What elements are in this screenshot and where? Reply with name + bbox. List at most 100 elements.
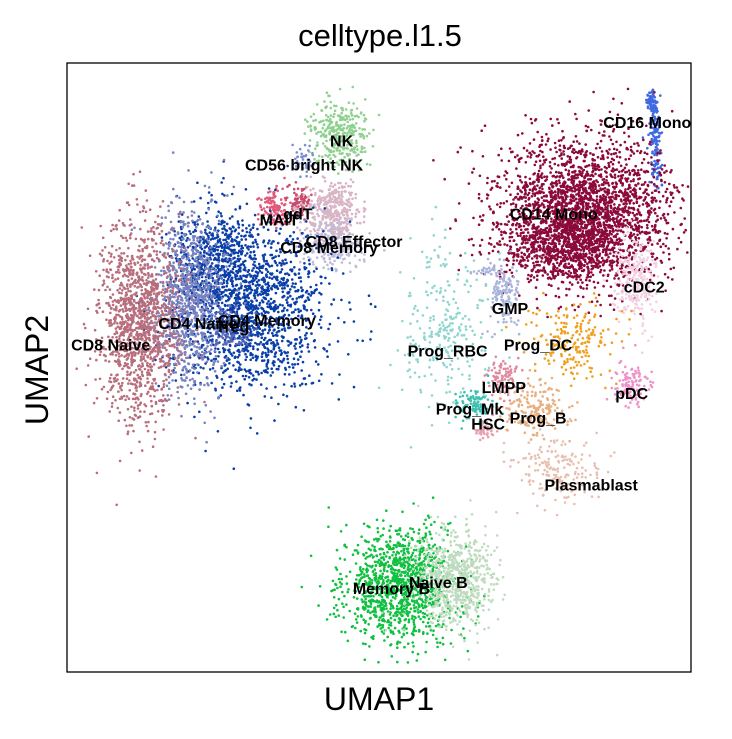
- data-point: [578, 243, 582, 246]
- data-point: [260, 198, 263, 201]
- data-point: [333, 232, 336, 235]
- data-point: [561, 228, 564, 232]
- data-point: [671, 196, 675, 200]
- data-point: [539, 247, 542, 250]
- data-point: [341, 258, 345, 261]
- data-point: [610, 225, 613, 229]
- data-point: [301, 166, 305, 170]
- data-point: [513, 321, 516, 324]
- data-point: [558, 242, 561, 246]
- data-point: [628, 298, 632, 302]
- data-point: [304, 153, 308, 157]
- data-point: [598, 146, 602, 150]
- data-point: [295, 198, 299, 201]
- data-point: [513, 155, 517, 159]
- data-point: [628, 211, 632, 214]
- data-point: [339, 128, 343, 131]
- data-point: [532, 248, 535, 252]
- data-point: [512, 259, 515, 262]
- data-point: [637, 169, 640, 172]
- data-point: [293, 206, 296, 209]
- data-point: [523, 246, 527, 249]
- data-point: [668, 182, 671, 186]
- data-point: [639, 151, 642, 155]
- data-point: [334, 137, 338, 141]
- data-point: [666, 212, 670, 216]
- data-point: [563, 255, 567, 259]
- data-point: [640, 183, 644, 187]
- data-point: [481, 268, 485, 271]
- data-point: [518, 157, 522, 160]
- data-point: [499, 264, 503, 268]
- data-point: [342, 141, 346, 144]
- data-point: [579, 274, 582, 277]
- data-point: [575, 275, 578, 279]
- data-point: [535, 256, 539, 260]
- data-point: [629, 154, 633, 157]
- data-point: [549, 192, 552, 195]
- data-point: [599, 303, 602, 307]
- data-point: [643, 329, 647, 333]
- data-point: [262, 207, 266, 210]
- data-point: [547, 137, 550, 140]
- data-point: [589, 275, 592, 279]
- data-point: [531, 189, 534, 192]
- data-point: [625, 147, 628, 151]
- data-point: [583, 264, 586, 268]
- data-point: [634, 195, 638, 198]
- data-point: [502, 201, 506, 205]
- data-point: [268, 206, 272, 209]
- data-point: [625, 273, 628, 276]
- data-point: [547, 261, 550, 265]
- data-point: [491, 249, 495, 253]
- data-point: [281, 217, 285, 221]
- data-point: [626, 177, 630, 180]
- data-point: [284, 196, 288, 200]
- data-point: [626, 221, 629, 224]
- data-point: [325, 139, 328, 143]
- data-point: [631, 227, 635, 231]
- data-point: [520, 181, 524, 184]
- data-point: [647, 250, 651, 253]
- data-point: [615, 241, 618, 245]
- data-point: [559, 149, 562, 152]
- data-point: [598, 237, 602, 241]
- data-point: [525, 256, 529, 260]
- data-point: [646, 218, 649, 221]
- data-point: [557, 295, 561, 299]
- data-point: [536, 191, 540, 195]
- data-point: [528, 182, 532, 185]
- data-point: [587, 229, 591, 232]
- data-point: [609, 195, 613, 199]
- data-point: [518, 294, 521, 297]
- data-point: [591, 169, 595, 173]
- data-point: [624, 270, 627, 273]
- data-point: [611, 162, 615, 166]
- data-point: [321, 218, 324, 221]
- data-point: [313, 218, 317, 221]
- data-point: [340, 236, 344, 240]
- data-point: [509, 193, 512, 196]
- data-point: [608, 135, 611, 138]
- data-point: [581, 295, 585, 299]
- data-point: [650, 161, 653, 164]
- data-point: [298, 147, 302, 151]
- data-point: [566, 233, 570, 236]
- data-point: [619, 164, 623, 168]
- data-point: [487, 266, 491, 270]
- data-point: [348, 261, 352, 265]
- data-point: [612, 97, 615, 101]
- data-point: [542, 266, 546, 269]
- data-point: [358, 132, 362, 136]
- data-point: [354, 242, 357, 246]
- data-point: [368, 163, 372, 167]
- data-point: [351, 197, 354, 201]
- data-point: [613, 207, 616, 210]
- data-point: [618, 309, 621, 313]
- data-point: [651, 255, 654, 258]
- data-point: [622, 230, 625, 234]
- data-point: [636, 226, 639, 229]
- data-point: [509, 245, 513, 249]
- data-point: [654, 106, 657, 110]
- data-point: [351, 117, 355, 121]
